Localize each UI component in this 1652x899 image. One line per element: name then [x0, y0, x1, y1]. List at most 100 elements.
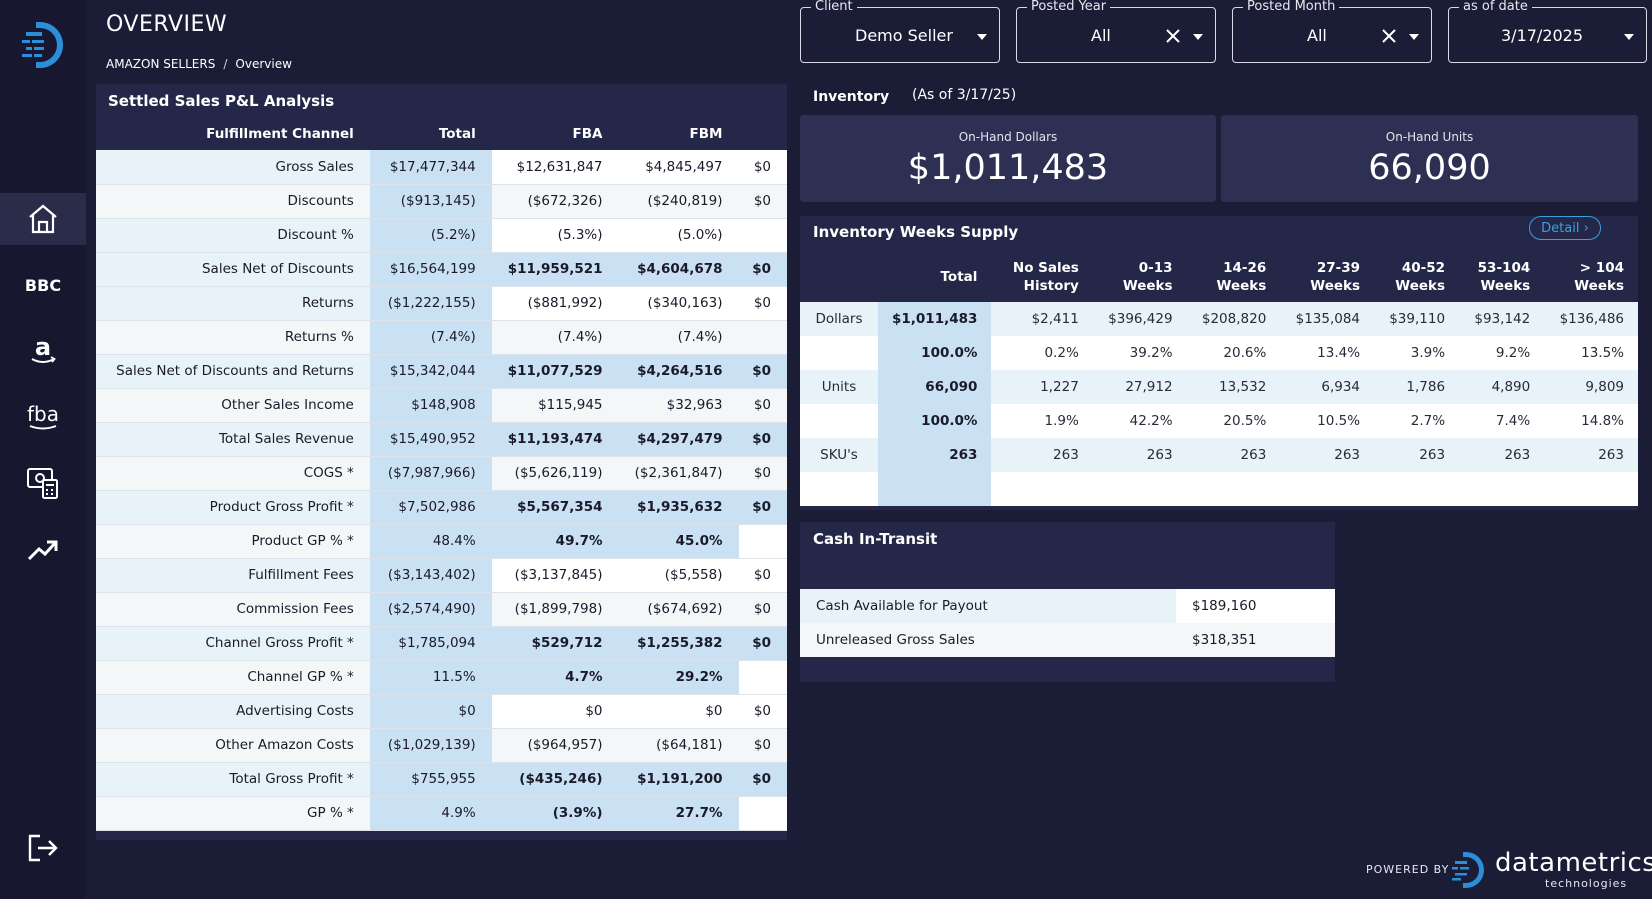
fba-cell: (3.9%) — [491, 796, 619, 831]
chevron-down-icon[interactable] — [1624, 34, 1634, 40]
column-header: 53-104 Weeks — [1459, 252, 1544, 302]
posted-year-value: All — [1091, 25, 1111, 45]
value-cell: 13.4% — [1280, 336, 1375, 370]
table-row: Returns ($1,222,155) ($881,992) ($340,163) $… — [96, 286, 787, 321]
sidebar-item-home[interactable] — [0, 193, 86, 245]
other-cell: $0 — [738, 252, 787, 287]
empty-cell — [1186, 472, 1281, 506]
table-row: 100.0% 0.2% 39.2% 20.6% 13.4% 3.9% 9.2% 13.5% — [800, 336, 1638, 370]
row-label: Gross Sales — [96, 150, 370, 185]
other-cell — [738, 660, 787, 695]
fba-icon: fba — [27, 402, 59, 430]
brand-subtitle: technologies — [1545, 877, 1628, 890]
row-label: Sales Net of Discounts and Returns — [96, 354, 370, 389]
column-header — [800, 252, 878, 302]
sidebar-item-logout[interactable] — [0, 822, 86, 874]
sidebar-item-bbc[interactable]: BBC — [0, 259, 86, 311]
column-header: Total — [438, 126, 476, 142]
value-cell: 10.5% — [1280, 404, 1375, 438]
sidebar: BBC a fba — [0, 0, 86, 899]
fba-cell: ($672,326) — [491, 184, 619, 219]
detail-button[interactable]: Detail › — [1529, 216, 1601, 240]
posted-year-select[interactable]: Posted Year All — [1016, 0, 1216, 63]
breadcrumb-amazon-sellers[interactable]: AMAZON SELLERS — [106, 57, 216, 71]
fbm-cell: $4,845,497 — [618, 150, 739, 185]
cash-row-value: $189,160 — [1176, 589, 1335, 623]
total-cell: (7.4%) — [369, 320, 492, 355]
row-label: Product GP % * — [96, 524, 370, 559]
table-row: Product Gross Profit * $7,502,986 $5,567,3… — [96, 490, 787, 525]
total-cell: 66,090 — [878, 370, 992, 404]
column-header-text: No Sales History — [1012, 260, 1079, 294]
posted-month-select[interactable]: Posted Month All — [1232, 0, 1432, 63]
value-cell: 6,934 — [1280, 370, 1375, 404]
table-row: Gross Sales $17,477,344 $12,631,847 $4,845,… — [96, 150, 787, 185]
total-cell: $148,908 — [369, 388, 492, 423]
other-cell — [738, 218, 787, 253]
pl-panel: Settled Sales P&L Analysis Fulfillment C… — [96, 84, 787, 840]
fba-cell: $115,945 — [491, 388, 619, 423]
as-of-date-label: as of date — [1459, 0, 1532, 15]
fbm-cell: 29.2% — [618, 660, 739, 695]
clear-icon[interactable] — [1165, 28, 1181, 44]
fbm-cell: $1,935,632 — [618, 490, 739, 525]
sidebar-item-trends[interactable] — [0, 523, 86, 575]
column-header: FBM — [689, 126, 723, 142]
total-cell: ($913,145) — [369, 184, 492, 219]
other-cell: $0 — [738, 184, 787, 219]
value-cell: $39,110 — [1374, 302, 1460, 336]
table-row: 100.0% 1.9% 42.2% 20.5% 10.5% 2.7% 7.4% 14.8% — [800, 404, 1638, 438]
table-row: GP % * 4.9% (3.9%) 27.7% — [96, 796, 787, 831]
total-cell: $16,564,199 — [369, 252, 492, 287]
row-label: Discounts — [96, 184, 370, 219]
column-header: Fulfillment Channel — [206, 126, 354, 142]
as-of-date-select[interactable]: as of date 3/17/2025 — [1448, 0, 1647, 63]
app-logo-icon[interactable] — [20, 18, 68, 72]
clear-icon[interactable] — [1381, 28, 1397, 44]
powered-by-label: POWERED BY — [1366, 863, 1450, 876]
chevron-down-icon[interactable] — [1409, 34, 1419, 40]
fbm-cell: $4,604,678 — [618, 252, 739, 287]
total-cell: $755,955 — [369, 762, 492, 797]
total-cell: $1,785,094 — [369, 626, 492, 661]
sidebar-item-label: BBC — [24, 275, 62, 295]
fbm-cell: $4,297,479 — [618, 422, 739, 457]
other-cell: $0 — [738, 150, 787, 185]
value-cell: 20.5% — [1186, 404, 1281, 438]
total-cell: ($7,987,966) — [369, 456, 492, 491]
fbm-cell: ($5,558) — [618, 558, 739, 593]
chevron-down-icon[interactable] — [977, 34, 987, 40]
pl-header-row: Fulfillment Channel Total FBA FBM — [96, 118, 787, 150]
trend-up-icon — [27, 540, 58, 561]
value-cell: 0.2% — [991, 336, 1093, 370]
kpi-label: On-Hand Dollars — [958, 130, 1058, 144]
breadcrumb-overview: Overview — [235, 57, 292, 71]
fba-cell: $11,959,521 — [491, 252, 619, 287]
table-row: Channel GP % * 11.5% 4.7% 29.2% — [96, 660, 787, 695]
row-label: Sales Net of Discounts — [96, 252, 370, 287]
value-cell: 263 — [1374, 438, 1460, 472]
fbm-cell: 45.0% — [618, 524, 739, 559]
table-row: Dollars $1,011,483 $2,411 $396,429 $208,820 $… — [800, 302, 1638, 336]
value-cell: 2.7% — [1374, 404, 1460, 438]
posted-year-label: Posted Year — [1027, 0, 1111, 15]
table-row: Returns % (7.4%) (7.4%) (7.4%) — [96, 320, 787, 355]
sidebar-item-calculator[interactable] — [0, 457, 86, 509]
sidebar-item-fba[interactable]: fba — [0, 391, 86, 443]
sidebar-item-amazon[interactable]: a — [0, 325, 86, 377]
table-row: Total Gross Profit * $755,955 ($435,246) $1… — [96, 762, 787, 797]
row-label — [800, 336, 878, 370]
row-label: Total Sales Revenue — [96, 422, 370, 457]
client-select[interactable]: Client Demo Seller — [800, 0, 1000, 63]
weeks-supply-title: Inventory Weeks Supply — [813, 223, 1019, 241]
total-cell: $15,490,952 — [369, 422, 492, 457]
value-cell: 1,786 — [1374, 370, 1460, 404]
column-header-text: 27-39 Weeks — [1310, 260, 1361, 294]
cash-row-value: $318,351 — [1176, 623, 1335, 657]
table-row: Units 66,090 1,227 27,912 13,532 6,934 1,786 4,… — [800, 370, 1638, 404]
value-cell: 9.2% — [1459, 336, 1545, 370]
fbm-cell: 27.7% — [618, 796, 739, 831]
total-cell: ($1,222,155) — [369, 286, 492, 321]
chevron-down-icon[interactable] — [1193, 34, 1203, 40]
value-cell: 4,890 — [1459, 370, 1545, 404]
